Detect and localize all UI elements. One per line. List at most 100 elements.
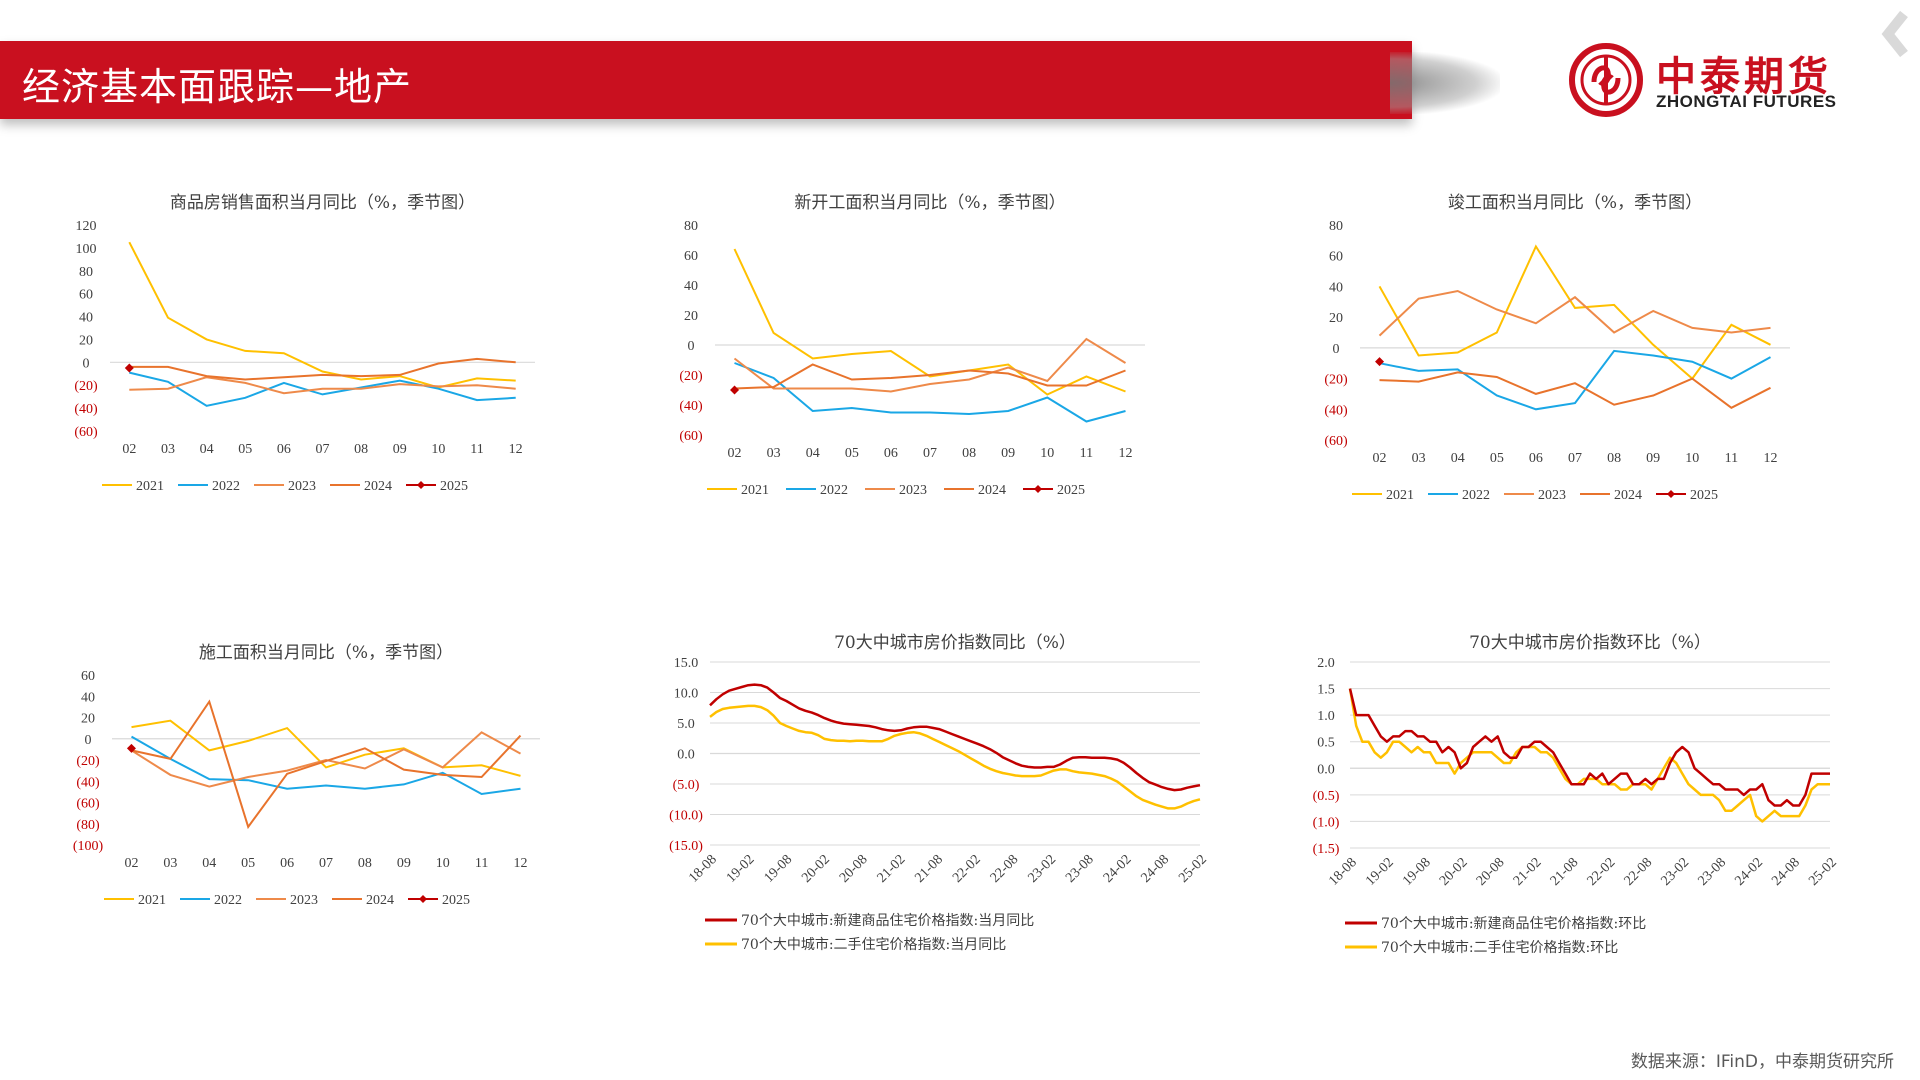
chart-new-starts: 新开工面积当月同比（%，季节图） 80 60 40 20 0 (20) (40) (60) 02 0…: [650, 180, 1230, 570]
x-tick-label: 05: [845, 446, 859, 461]
series-point-2025: [124, 363, 134, 373]
company-logo: 中泰期货 ZHONGTAI FUTURES: [1568, 40, 1868, 120]
x-tick-label: 03: [161, 442, 175, 457]
y-tick-label: 40: [1329, 280, 1343, 295]
y-tick-label: (15.0): [669, 839, 703, 854]
x-tick-label: 08: [1607, 451, 1621, 466]
chart-title: 竣工面积当月同比（%，季节图）: [1448, 193, 1702, 213]
legend-label: 2024: [978, 483, 1006, 498]
y-tick-label: (1.5): [1313, 842, 1340, 857]
series-point-2025: [1375, 357, 1385, 367]
series-line-2022: [1379, 349, 1771, 411]
y-tick-label: (40): [679, 399, 703, 414]
x-tick-label: 08: [354, 442, 368, 457]
x-tick-label: 09: [393, 442, 407, 457]
legend-label: 70个大中城市:二手住宅价格指数:当月同比: [741, 936, 1006, 953]
y-tick-label: 120: [76, 219, 97, 234]
x-tick-label: 07: [1568, 451, 1582, 466]
legend-label: 2025: [440, 479, 468, 494]
series-line-2021: [128, 241, 516, 389]
chart-svg: 70大中城市房价指数同比（%） 15.0 10.0 5.0 0.0 (5.0) (10.0)…: [669, 633, 1210, 953]
series-line-2022: [734, 362, 1126, 423]
logo-emblem-icon: [1569, 43, 1643, 117]
chart-title: 新开工面积当月同比（%，季节图）: [794, 193, 1065, 213]
x-tick-label: 19-08: [762, 852, 796, 886]
y-tick-label: 20: [81, 712, 95, 727]
y-tick-label: 40: [81, 690, 95, 705]
y-tick-label: (60): [76, 797, 100, 812]
series-line-2023: [733, 337, 1127, 393]
legend-label: 2024: [366, 893, 394, 908]
x-tick-label: 21-08: [912, 852, 946, 886]
y-tick-label: 60: [1329, 250, 1343, 265]
series-line-2024: [1379, 371, 1771, 409]
y-tick-label: 0.0: [1317, 762, 1335, 777]
x-tick-label: 03: [1412, 451, 1426, 466]
x-tick-label: 19-02: [1363, 855, 1397, 889]
y-tick-label: 0.0: [677, 748, 695, 763]
series-line-2023: [130, 731, 521, 788]
x-tick-label: 24-08: [1138, 852, 1172, 886]
x-tick-label: 07: [923, 446, 937, 461]
y-tick-label: 15.0: [674, 656, 699, 671]
legend-marker-2025: [417, 481, 425, 489]
y-tick-label: 40: [79, 311, 93, 326]
y-tick-label: 0: [83, 356, 90, 371]
x-tick-label: 24-08: [1769, 855, 1803, 889]
x-tick-label: 04: [806, 446, 820, 461]
x-tick-label: 12: [509, 442, 523, 457]
y-tick-label: 100: [76, 242, 97, 257]
x-tick-label: 25-02: [1806, 855, 1840, 889]
x-tick-label: 10: [431, 442, 445, 457]
legend-label: 2021: [741, 483, 769, 498]
legend-label: 70个大中城市:新建商品住宅价格指数:环比: [1381, 915, 1646, 932]
series-line-second-hand: [1348, 688, 1830, 823]
y-tick-label: 1.0: [1317, 709, 1335, 724]
x-tick-label: 10: [436, 856, 450, 871]
series-line-2024: [131, 699, 522, 830]
legend-label: 2024: [1614, 488, 1642, 503]
legend-marker-2025: [419, 895, 427, 903]
x-tick-label: 05: [1490, 451, 1504, 466]
legend-label: 2025: [1057, 483, 1085, 498]
legend-label: 2021: [136, 479, 164, 494]
series-point-2025: [126, 743, 136, 753]
x-tick-label: 05: [241, 856, 255, 871]
header-shadow: [1390, 52, 1500, 114]
y-tick-label: 20: [79, 333, 93, 348]
x-tick-label: 03: [163, 856, 177, 871]
x-tick-label: 20-08: [837, 852, 871, 886]
x-tick-label: 11: [1080, 446, 1093, 461]
legend-label: 2021: [138, 893, 166, 908]
chart-title: 施工面积当月同比（%，季节图）: [199, 643, 453, 663]
y-tick-label: 0: [1333, 342, 1340, 357]
legend-label: 70个大中城市:二手住宅价格指数:环比: [1381, 939, 1618, 956]
legend-label: 2025: [1690, 488, 1718, 503]
x-tick-label: 23-02: [1025, 852, 1059, 886]
y-tick-label: 80: [79, 265, 93, 280]
y-tick-label: (100): [73, 839, 104, 854]
chart-completions: 竣工面积当月同比（%，季节图） 80 60 40 20 0 (20) (40) (60) 02 03…: [1300, 180, 1860, 580]
series-line-second-hand: [709, 704, 1201, 810]
series-line-2024: [129, 357, 516, 381]
corner-chevron-icon: [1881, 10, 1908, 58]
chart-svg: 新开工面积当月同比（%，季节图） 80 60 40 20 0 (20) (40) (60) 02 0…: [679, 193, 1145, 498]
legend-label: 2024: [364, 479, 392, 494]
x-tick-label: 24-02: [1732, 855, 1766, 889]
x-tick-label: 06: [1529, 451, 1543, 466]
x-tick-label: 08: [358, 856, 372, 871]
x-tick-label: 18-08: [686, 852, 720, 886]
x-tick-label: 04: [202, 856, 216, 871]
legend-label: 2022: [1462, 488, 1490, 503]
series-line-2022: [129, 371, 516, 407]
y-tick-label: 60: [79, 288, 93, 303]
y-tick-label: (40): [74, 402, 98, 417]
x-tick-label: 21-02: [875, 852, 909, 886]
x-tick-label: 22-08: [1622, 855, 1656, 889]
x-tick-label: 02: [124, 856, 138, 871]
logo-text-cn: 中泰期货: [1656, 54, 1832, 100]
x-tick-label: 23-08: [1063, 852, 1097, 886]
series-line-2021: [1378, 244, 1771, 381]
chart-title: 70大中城市房价指数环比（%）: [1469, 633, 1711, 653]
y-tick-label: (80): [76, 818, 100, 833]
